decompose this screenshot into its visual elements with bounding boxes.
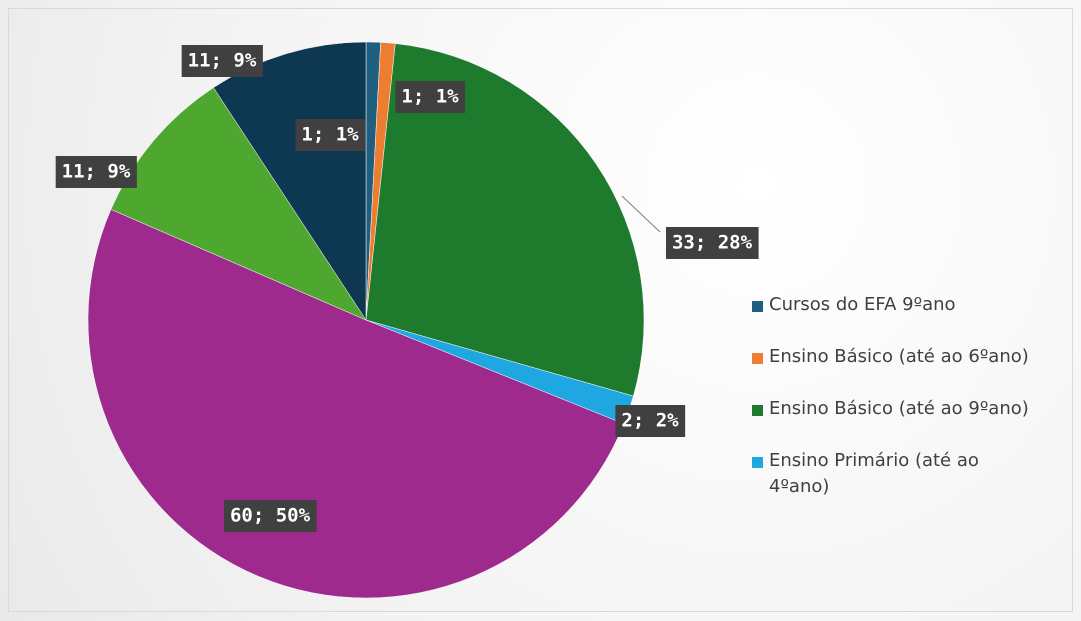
pie-slice [110, 87, 367, 321]
data-label-box [223, 500, 317, 532]
data-label-text: 33; 28% [672, 232, 753, 254]
data-label-text: 2; 2% [621, 410, 679, 432]
data-label-box [181, 45, 263, 77]
legend-item: Ensino Básico (até ao 6ºano) [752, 344, 1052, 370]
legend-swatch [752, 353, 763, 364]
data-label-box [615, 405, 686, 437]
data-label-text: 1; 1% [301, 124, 359, 146]
leader-line [621, 195, 661, 233]
legend-label: Ensino Básico (até ao 6ºano) [769, 346, 1029, 367]
data-label: 2; 2% [615, 405, 686, 437]
legend-label: Cursos do EFA 9ºano [769, 294, 956, 315]
pie-slice [365, 43, 645, 397]
legend: Cursos do EFA 9ºano Ensino Básico (até ao… [752, 292, 1052, 526]
legend-swatch [752, 405, 763, 416]
data-label: 11; 9% [55, 156, 137, 188]
chart-frame [8, 8, 1073, 612]
data-label-text: 11; 9% [188, 50, 257, 72]
legend-label: Ensino Primário (até ao 4ºano) [769, 450, 979, 497]
legend-swatch [752, 457, 763, 468]
data-label: 33; 28% [665, 227, 759, 259]
legend-label: Ensino Básico (até ao 9ºano) [769, 398, 1029, 419]
pie-slice [213, 41, 367, 321]
data-label: 11; 9% [181, 45, 263, 77]
data-label-text: 11; 9% [62, 161, 131, 183]
legend-swatch [752, 301, 763, 312]
legend-item: Cursos do EFA 9ºano [752, 292, 1052, 318]
data-label-text: 1; 1% [401, 86, 459, 108]
pie-slice [87, 209, 625, 599]
data-label-box [665, 227, 759, 259]
legend-item: Ensino Primário (até ao 4ºano) [752, 448, 1052, 500]
data-label: 1; 1% [395, 81, 466, 113]
legend-item: Ensino Básico (até ao 9ºano) [752, 396, 1052, 422]
data-label: 60; 50% [223, 500, 317, 532]
data-label-box [295, 119, 366, 151]
data-label: 1; 1% [295, 119, 366, 151]
data-label-box [55, 156, 137, 188]
data-label-box [395, 81, 466, 113]
data-label-text: 60; 50% [230, 505, 311, 527]
